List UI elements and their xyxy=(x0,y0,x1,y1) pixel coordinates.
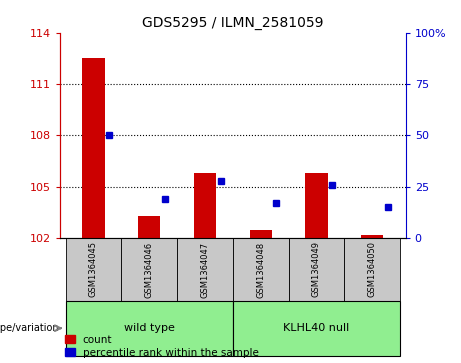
Bar xyxy=(305,173,328,238)
Bar xyxy=(344,238,400,301)
Bar xyxy=(194,173,216,238)
Bar xyxy=(65,301,233,356)
Text: KLHL40 null: KLHL40 null xyxy=(284,323,349,333)
Text: GSM1364046: GSM1364046 xyxy=(145,241,154,298)
Text: GSM1364049: GSM1364049 xyxy=(312,241,321,297)
Text: genotype/variation: genotype/variation xyxy=(0,323,59,333)
Bar xyxy=(82,58,105,238)
Text: wild type: wild type xyxy=(124,323,175,333)
Bar xyxy=(361,235,384,238)
Bar xyxy=(138,216,160,238)
Bar xyxy=(233,238,289,301)
Text: GSM1364050: GSM1364050 xyxy=(368,241,377,297)
Bar xyxy=(65,238,121,301)
Legend: count, percentile rank within the sample: count, percentile rank within the sample xyxy=(65,335,259,358)
Bar xyxy=(121,238,177,301)
Text: GSM1364047: GSM1364047 xyxy=(201,241,209,298)
Bar xyxy=(233,301,400,356)
Bar xyxy=(289,238,344,301)
Text: GSM1364045: GSM1364045 xyxy=(89,241,98,297)
Title: GDS5295 / ILMN_2581059: GDS5295 / ILMN_2581059 xyxy=(142,16,324,30)
Text: GSM1364048: GSM1364048 xyxy=(256,241,265,298)
Bar xyxy=(249,230,272,238)
Bar xyxy=(177,238,233,301)
